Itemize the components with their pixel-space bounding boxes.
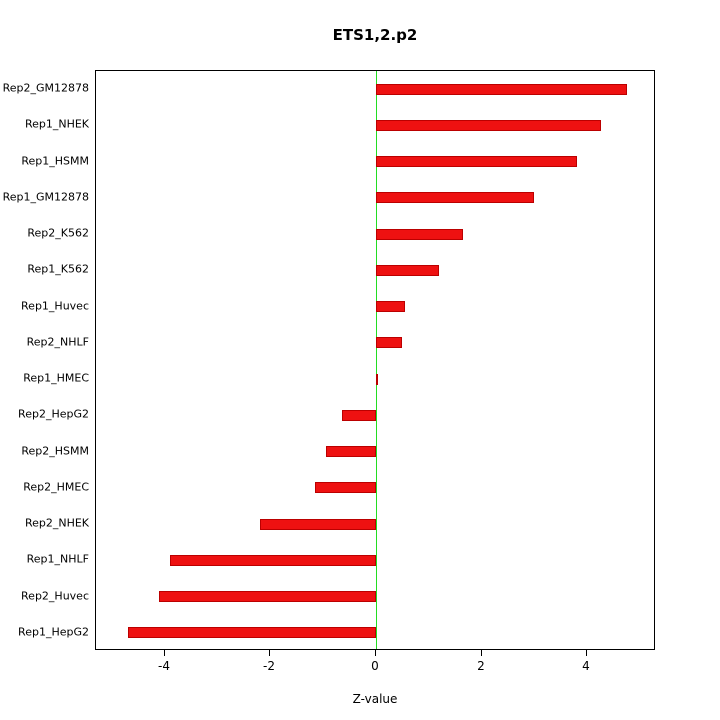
x-tick-label: 0	[371, 659, 379, 673]
x-tick-mark	[164, 650, 165, 656]
bar-Rep2_HMEC	[315, 482, 376, 493]
bar-Rep2_K562	[376, 229, 463, 240]
bar-Rep2_NHLF	[376, 337, 402, 348]
x-tick-label: 4	[582, 659, 590, 673]
y-label-Rep1_GM12878: Rep1_GM12878	[2, 190, 89, 204]
bar-Rep1_HSMM	[376, 156, 577, 167]
y-label-Rep2_K562: Rep2_K562	[27, 226, 89, 240]
x-tick-label: 2	[477, 659, 485, 673]
x-tick-mark	[269, 650, 270, 656]
bar-Rep1_HMEC	[376, 374, 378, 385]
x-tick-label: -2	[263, 659, 275, 673]
bar-Rep1_Huvec	[376, 301, 405, 312]
y-label-Rep1_NHLF: Rep1_NHLF	[26, 552, 89, 566]
bar-Rep1_K562	[376, 265, 439, 276]
y-label-Rep1_Huvec: Rep1_Huvec	[21, 299, 89, 313]
x-tick-mark	[375, 650, 376, 656]
y-label-Rep1_HepG2: Rep1_HepG2	[18, 625, 89, 639]
chart-title: ETS1,2.p2	[332, 26, 418, 44]
bar-Rep2_HSMM	[326, 446, 376, 457]
y-label-Rep1_NHEK: Rep1_NHEK	[24, 117, 89, 131]
y-label-Rep1_HSMM: Rep1_HSMM	[21, 154, 89, 168]
plot-area	[95, 70, 655, 650]
y-label-Rep1_HMEC: Rep1_HMEC	[23, 371, 89, 385]
y-label-Rep2_HMEC: Rep2_HMEC	[23, 480, 89, 494]
bar-Rep1_NHLF	[170, 555, 376, 566]
y-label-Rep2_NHEK: Rep2_NHEK	[24, 516, 89, 530]
y-label-Rep1_K562: Rep1_K562	[27, 262, 89, 276]
bar-Rep1_NHEK	[376, 120, 601, 131]
x-tick-mark	[481, 650, 482, 656]
y-label-Rep2_GM12878: Rep2_GM12878	[2, 81, 89, 95]
zero-reference-line	[376, 71, 377, 649]
bar-Rep2_NHEK	[260, 519, 376, 530]
bar-Rep2_GM12878	[376, 84, 627, 95]
x-tick-label: -4	[158, 659, 170, 673]
x-axis-title: Z-value	[352, 692, 398, 706]
x-tick-mark	[586, 650, 587, 656]
bar-Rep2_HepG2	[342, 410, 376, 421]
y-label-Rep2_HepG2: Rep2_HepG2	[18, 407, 89, 421]
bar-Rep2_Huvec	[159, 591, 376, 602]
bar-Rep1_HepG2	[128, 627, 376, 638]
y-label-Rep2_Huvec: Rep2_Huvec	[21, 589, 89, 603]
y-label-Rep2_NHLF: Rep2_NHLF	[26, 335, 89, 349]
y-label-Rep2_HSMM: Rep2_HSMM	[21, 444, 89, 458]
bar-Rep1_GM12878	[376, 192, 534, 203]
